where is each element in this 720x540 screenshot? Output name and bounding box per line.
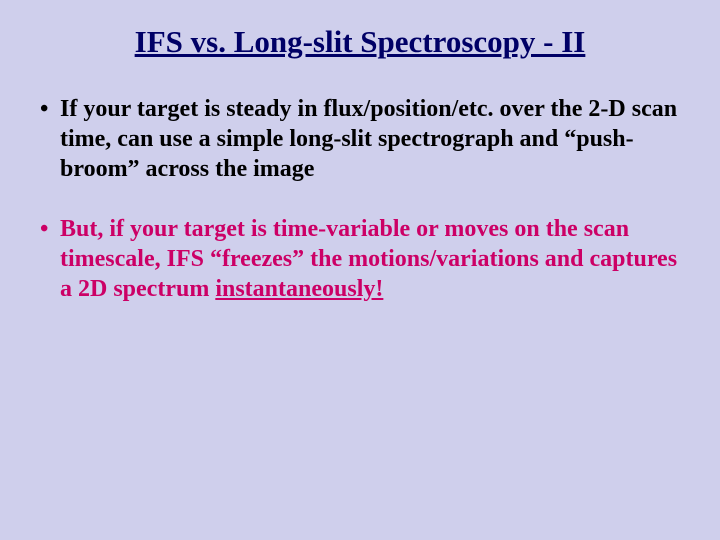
slide-title: IFS vs. Long-slit Spectroscopy - II: [30, 24, 690, 60]
bullet-item: • But, if your target is time-variable o…: [36, 214, 690, 304]
bullet-text-underline: instantaneously!: [215, 276, 383, 302]
bullet-item: • If your target is steady in flux/posit…: [36, 94, 690, 184]
bullet-marker: •: [40, 94, 48, 124]
bullet-marker: •: [40, 214, 48, 244]
slide: IFS vs. Long-slit Spectroscopy - II • If…: [0, 0, 720, 540]
bullet-text: If your target is steady in flux/positio…: [60, 96, 677, 182]
